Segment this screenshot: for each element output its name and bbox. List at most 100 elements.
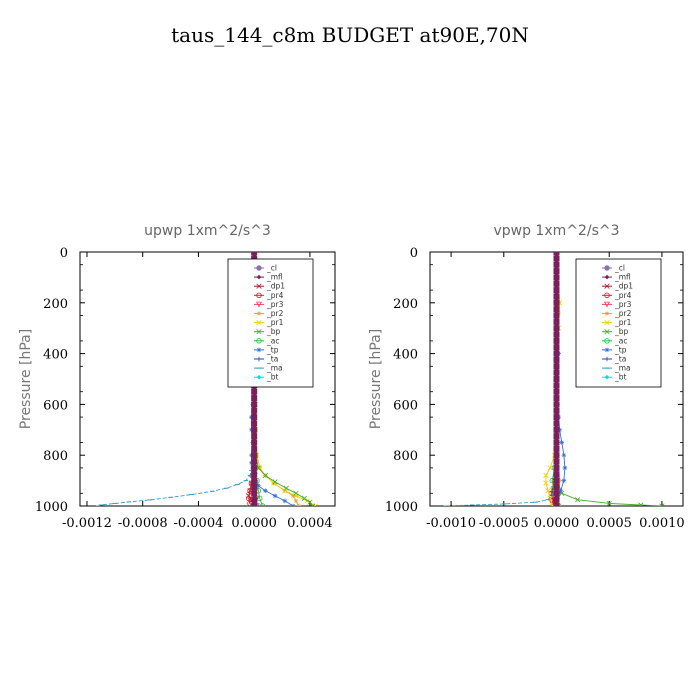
figure-title: taus_144_c8m BUDGET at90E,70N [171,23,529,47]
series_bp-marker-5 [262,472,268,479]
legend-entry_pr1: _pr1 [602,318,632,327]
legend-label: _dp1 [614,282,633,291]
series_bp-marker-9 [301,495,307,501]
series_mfl-marker-38 [251,490,258,497]
legend-label: _ma [266,364,283,373]
series_mfl-marker-0 [553,252,560,255]
series_mfl-marker-37 [251,483,258,490]
series_pr1-marker-9 [282,488,288,494]
series_mfl-marker-24 [251,401,258,408]
panel-2: vpwp 1xm^2/s^3 Pressure [hPa] 0 200 400 600 80… [368,223,685,531]
series_mfl-marker-30 [251,439,258,446]
series_mfl-marker-25 [251,407,258,414]
series_bp-marker-7 [283,485,289,491]
series_mfl-marker-23 [251,395,258,402]
legend-label: _mfl [614,273,631,282]
legend-label: _ta [266,355,278,364]
legend-box [227,258,314,388]
series_bp-marker-11 [310,503,316,506]
series_bp-marker-6 [606,500,612,506]
legend-label: _pr2 [266,309,284,318]
series_mfl-marker-22 [553,388,560,395]
legend_pr2-marker-0 [256,311,262,316]
legend_dp1-marker-0 [604,283,610,289]
x-tick-label: -0.0004 [173,516,223,531]
series_mfl-marker-32 [251,452,258,459]
legend-label: _tp [614,345,627,354]
legend-entry_mfl: _mfl [254,273,283,282]
series_mfl-marker-29 [251,433,258,440]
series_mfl-marker-33 [251,458,258,465]
series_mfl-marker-28 [553,426,560,433]
legend_tp-marker-0 [604,347,610,353]
series_mfl-marker-36 [251,477,258,484]
series_mfl-marker-40 [553,503,560,506]
legend-label: _mfl [266,273,283,282]
legend-label: _ac [266,336,279,345]
legend_pr1-marker-0 [604,320,610,326]
legend-entry_ma: _ma [254,364,283,373]
legend_cl-marker-0 [256,265,262,271]
panel-title: upwp 1xm^2/s^3 [144,223,271,239]
y-tick-label: 800 [393,449,418,464]
series_bp-marker-8 [659,503,665,506]
series_mfl-marker-26 [251,414,258,421]
series_pr1-marker-6 [543,472,549,479]
series_pr1-marker-8 [545,488,551,494]
y-axis-label: Pressure [hPa] [18,329,34,429]
legend: _cl_mfl_dp1_pr4_pr3_pr2_pr1_bp_ac_tp_ta_… [575,258,662,388]
legend-label: _tp [266,345,279,354]
legend-label: _pr4 [614,291,632,300]
series_mfl-marker-9 [553,306,560,313]
legend-entry_dp1: _dp1 [602,282,633,291]
series_mfl-marker-11 [553,318,560,325]
legend-entry_tp: _tp [602,345,627,354]
series_mfl-marker-34 [251,464,258,471]
y-tick-label: 400 [43,348,68,363]
legend-entry_ac: _ac [602,336,627,345]
legend-entry_bp: _bp [254,327,281,336]
series_mfl-marker-30 [553,439,560,446]
series_mfl-marker-19 [553,369,560,376]
legend-entry_mfl: _mfl [602,273,631,282]
legend_bt-marker-0 [604,374,610,380]
legend-label: _pr3 [614,300,632,309]
x-tick-label: 0.0004 [287,516,333,531]
x-tick-label: -0.0010 [426,516,476,531]
y-tick-label: 0 [60,246,68,261]
series_mfl-marker-26 [553,414,560,421]
series_mfl-marker-2 [553,261,560,268]
series_mfl-marker-31 [251,445,258,452]
series_mfl-marker-32 [553,452,560,459]
series_ma-line [445,252,557,506]
series_mfl-marker-0 [251,252,258,255]
legend_mfl-marker-0 [256,274,262,280]
legend-box [575,258,662,388]
series_mfl-marker-6 [553,287,560,294]
y-tick-label: 400 [393,348,418,363]
x-tick-label: -0.0012 [62,516,112,531]
series_mfl-marker-22 [251,388,258,395]
x-tick-label: -0.0005 [479,516,529,531]
series_mfl-marker-36 [553,477,560,484]
legend_tp-marker-0 [256,347,262,353]
legend_pr4-marker-0 [256,292,262,298]
legend_bp-marker-0 [604,329,610,335]
series_mfl-marker-17 [553,356,560,363]
series_mfl-marker-13 [553,331,560,338]
series_mfl-marker-23 [553,395,560,402]
x-tick-label: 0.0010 [639,516,685,531]
series_bp-marker-10 [307,499,313,505]
series_mfl-marker-38 [553,490,560,497]
series_bp-marker-5 [575,497,581,503]
legend-label: _pr1 [266,318,284,327]
series_ac-marker-8 [259,503,266,506]
legend-entry_ma: _ma [602,364,631,373]
series_pr2-marker-10 [290,493,296,499]
legend_dp1-marker-0 [256,283,262,289]
series_pr4-marker-10 [245,495,252,502]
series_bp-marker-7 [638,502,644,506]
series_mfl-marker-18 [553,363,560,370]
series_ma-line [97,252,255,506]
legend-label: _bt [614,373,627,382]
